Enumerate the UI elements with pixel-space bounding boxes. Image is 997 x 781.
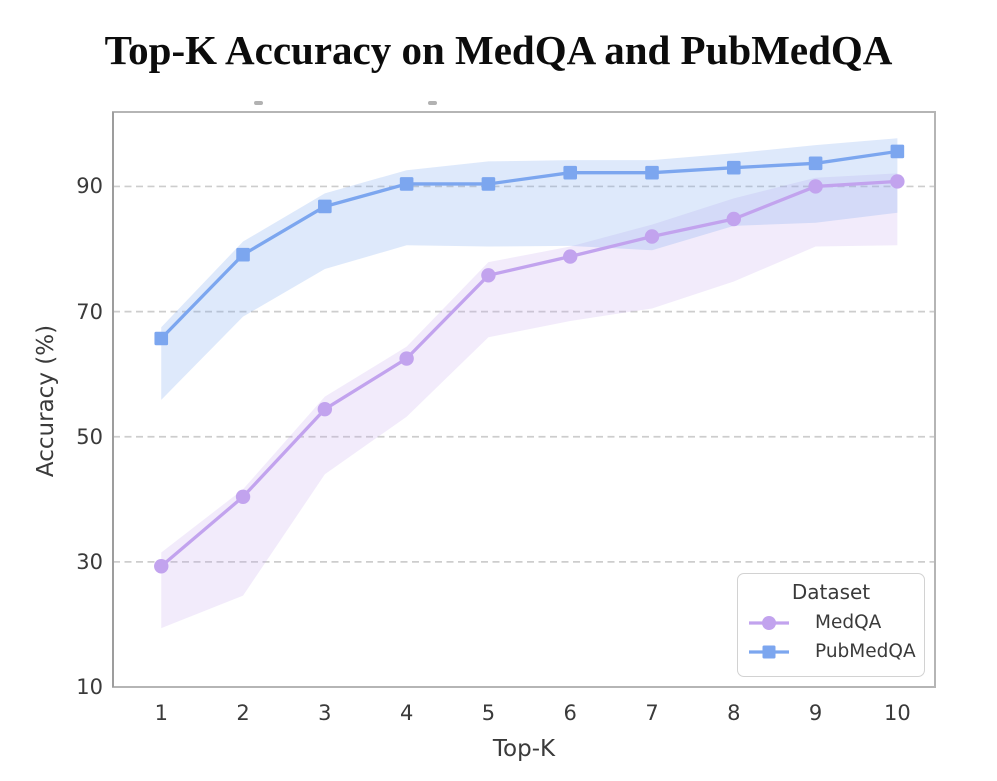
pubmedqa-line bbox=[159, 149, 900, 341]
chart-title: Top-K Accuracy on MedQA and PubMedQA bbox=[104, 27, 893, 73]
legend: Dataset MedQA PubMedQA bbox=[737, 573, 925, 677]
y-tick-label: 50 bbox=[76, 424, 103, 449]
y-tick-label: 10 bbox=[76, 675, 103, 699]
medqa-marker bbox=[644, 229, 660, 244]
x-tick-label: 8 bbox=[727, 701, 741, 725]
pubmedqa-confidence-band bbox=[161, 138, 898, 400]
medqa-marker bbox=[808, 179, 823, 194]
artifact-mark bbox=[428, 101, 437, 105]
legend-title: Dataset bbox=[791, 580, 871, 604]
x-tick-label: 4 bbox=[399, 701, 414, 725]
pubmedqa-marker bbox=[236, 247, 250, 262]
x-tick-label: 9 bbox=[808, 701, 823, 725]
x-tick-label: 6 bbox=[563, 701, 577, 725]
pubmedqa-marker bbox=[890, 144, 905, 159]
x-tick-label: 1 bbox=[154, 701, 168, 725]
medqa-confidence-band bbox=[161, 173, 898, 629]
legend-entry: PubMedQA bbox=[738, 637, 924, 666]
x-tick-label: 10 bbox=[884, 701, 911, 725]
legend-entry-label: PubMedQA bbox=[815, 641, 916, 662]
legend-entry: MedQA bbox=[738, 608, 924, 637]
medqa-marker bbox=[399, 351, 414, 366]
circle-marker-sample-icon bbox=[749, 615, 789, 630]
y-axis-label: Accuracy (%) bbox=[33, 324, 59, 478]
pubmedqa-marker bbox=[154, 331, 169, 346]
pubmedqa-marker bbox=[318, 199, 332, 214]
pubmedqa-marker bbox=[481, 177, 496, 191]
medqa-marker bbox=[317, 401, 333, 417]
legend-rows: MedQA PubMedQA bbox=[738, 608, 924, 666]
x-tick-label: 3 bbox=[318, 701, 332, 725]
medqa-line bbox=[159, 179, 900, 568]
medqa-marker bbox=[890, 174, 905, 189]
pubmedqa-marker bbox=[563, 165, 578, 180]
medqa-marker bbox=[235, 489, 251, 504]
x-tick-label: 5 bbox=[481, 701, 496, 725]
artifact-mark bbox=[254, 101, 263, 105]
medqa-marker bbox=[563, 249, 578, 264]
x-tick-label: 7 bbox=[645, 701, 659, 725]
pubmedqa-marker bbox=[645, 165, 659, 180]
pubmedqa-marker bbox=[808, 156, 823, 171]
y-tick-label: 70 bbox=[76, 299, 103, 324]
medqa-marker bbox=[154, 559, 169, 574]
y-tick-label: 90 bbox=[76, 174, 103, 199]
x-tick-label: 2 bbox=[236, 701, 250, 725]
legend-entry-label: MedQA bbox=[815, 612, 882, 633]
x-axis-label: Top-K bbox=[492, 736, 556, 762]
y-tick-label: 30 bbox=[76, 549, 103, 574]
medqa-marker bbox=[481, 268, 496, 283]
pubmedqa-marker bbox=[726, 160, 741, 175]
pubmedqa-marker bbox=[399, 177, 414, 191]
medqa-marker bbox=[726, 211, 741, 227]
square-marker-sample-icon bbox=[749, 645, 789, 658]
